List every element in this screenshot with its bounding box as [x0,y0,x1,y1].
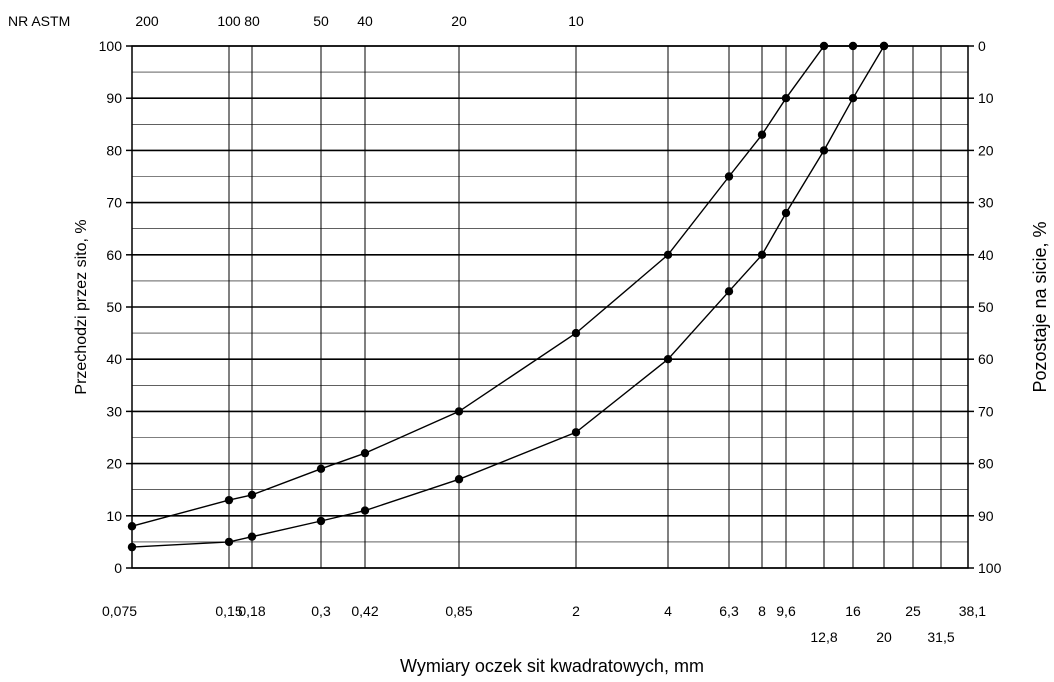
y-tick-label: 30 [106,403,122,419]
series-2-point [571,428,581,437]
series-2-point [224,537,234,547]
x-axis-ticks: 0,075 0,150,18 0,3 0,42 0,85 2 4 6,3 8 9,6 16 25 38,… [102,603,986,645]
astm-tick-label: 10 [568,13,584,29]
series-1-point [360,448,370,458]
x-tick-label: 4 [664,603,672,619]
x-tick-label: 2 [572,603,580,619]
y2-tick-label: 0 [978,38,986,54]
series-1-point [571,328,581,338]
series-2-point [316,516,326,526]
x-tick-label: 8 [758,603,766,619]
series-1-point [724,172,734,181]
y-axis-title: Przechodzi przez sito, % [73,219,90,394]
y-tick-label: 60 [106,247,122,263]
series-2-point [247,532,257,541]
x-tick-label-row2: 12,8 [810,629,837,645]
y2-tick-label: 30 [978,195,994,211]
x-tick-label: 25 [905,603,921,619]
series-layer [127,41,889,552]
y-tick-label: 40 [106,351,122,367]
series-1-point [663,250,673,259]
series-1-point [127,522,137,531]
series-1-point [316,464,326,474]
series-line-1 [131,45,884,527]
x-tick-label: 6,3 [719,603,739,619]
minor-gridlines [132,71,968,543]
y2-tick-label: 40 [978,247,994,263]
astm-tick-label: 200 [135,13,159,29]
y2-tick-label: 100 [978,560,1002,576]
y-tick-label: 50 [106,299,122,315]
astm-tick-label: 20 [451,13,467,29]
y2-tick-label: 60 [978,351,994,367]
x-tick-label-row2: 20 [876,629,892,645]
astm-tick-label: 100 [217,13,241,29]
y-tick-label: 10 [106,508,122,524]
y2-tick-label: 10 [978,90,994,106]
series-1-point [819,41,829,51]
y2-tick-label: 80 [978,456,994,472]
y-tick-label: 0 [114,560,122,576]
x-axis-title: Wymiary oczek sit kwadratowych, mm [400,656,704,676]
y-tick-label: 20 [106,456,122,472]
series-1-point [247,490,257,500]
y2-axis-title: Pozostaje na sicie, % [1030,221,1050,392]
series-2-point [663,355,673,364]
x-tick-label-row2: 31,5 [927,629,954,645]
astm-axis-label: NR ASTM [8,13,70,29]
series-2-point [454,475,464,484]
series-1-point [781,94,791,103]
series-2-point [879,41,889,51]
y-axis-ticks-left: 0 10 20 30 40 50 60 70 80 90 100 [99,38,132,576]
astm-axis-ticks: 200 100 80 50 40 20 10 [135,13,584,29]
series-2-point [848,94,858,103]
x-tick-label: 0,3 [311,603,331,619]
x-tick-label: 0,15 [215,603,242,619]
astm-tick-label: 80 [244,13,260,29]
series-line-2 [131,45,885,548]
y2-tick-label: 90 [978,508,994,524]
x-tick-label: 0,075 [102,603,137,619]
series-1-point [757,130,767,139]
y2-tick-label: 70 [978,403,994,419]
x-tick-label: 0,18 [238,603,265,619]
series-1-point [848,41,858,51]
y-tick-label: 70 [106,195,122,211]
x-tick-label: 0,85 [445,603,472,619]
x-tick-label: 9,6 [776,603,796,619]
series-1-point [454,407,464,416]
series-2-point [781,208,791,218]
x-tick-label: 0,42 [351,603,378,619]
series-2-point [819,146,829,155]
astm-tick-label: 40 [357,13,373,29]
x-tick-label: 16 [845,603,861,619]
series-2-point [127,542,137,552]
y2-tick-label: 20 [978,142,994,158]
y2-tick-label: 50 [978,299,994,315]
y-tick-label: 90 [106,90,122,106]
y-tick-label: 80 [106,142,122,158]
series-1-point [224,495,234,505]
series-2-point [724,287,734,296]
y-tick-label: 100 [99,38,123,54]
series-2-point [757,250,767,259]
series-2-point [360,506,370,515]
x-tick-label: 38,1 [959,603,986,619]
astm-tick-label: 50 [313,13,329,29]
